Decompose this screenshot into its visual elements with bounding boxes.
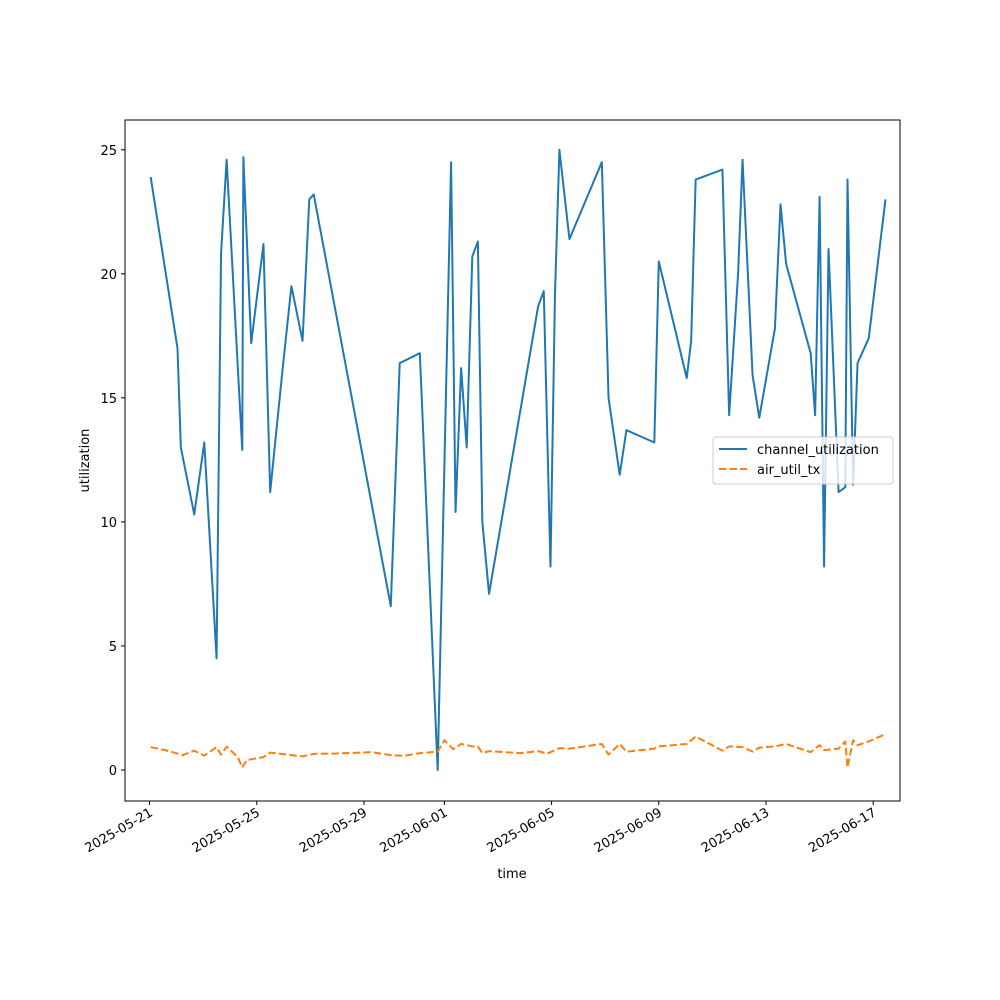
plot-frame: [124, 119, 901, 802]
legend-label-air-util-tx: air_util_tx: [757, 463, 821, 478]
y-tick-label: 20: [100, 268, 117, 283]
y-axis-title: utilization: [78, 429, 93, 493]
series-line-channel-utilization: [149, 148, 887, 771]
y-tick-label: 5: [109, 640, 117, 655]
y-axis: 0 5 10 15 20 25: [100, 144, 125, 779]
series-line-air-util-tx: [150, 733, 886, 769]
y-tick-label: 0: [109, 764, 117, 779]
legend: channel_utilization air_util_tx: [712, 436, 894, 485]
y-tick-label: 15: [100, 392, 117, 407]
x-axis-title: time: [497, 867, 526, 882]
legend-box: [712, 436, 894, 485]
y-tick-label: 25: [100, 144, 117, 159]
legend-label-channel-utilization: channel_utilization: [757, 443, 879, 458]
y-tick-label: 10: [100, 516, 117, 531]
series-layer: [149, 148, 887, 771]
